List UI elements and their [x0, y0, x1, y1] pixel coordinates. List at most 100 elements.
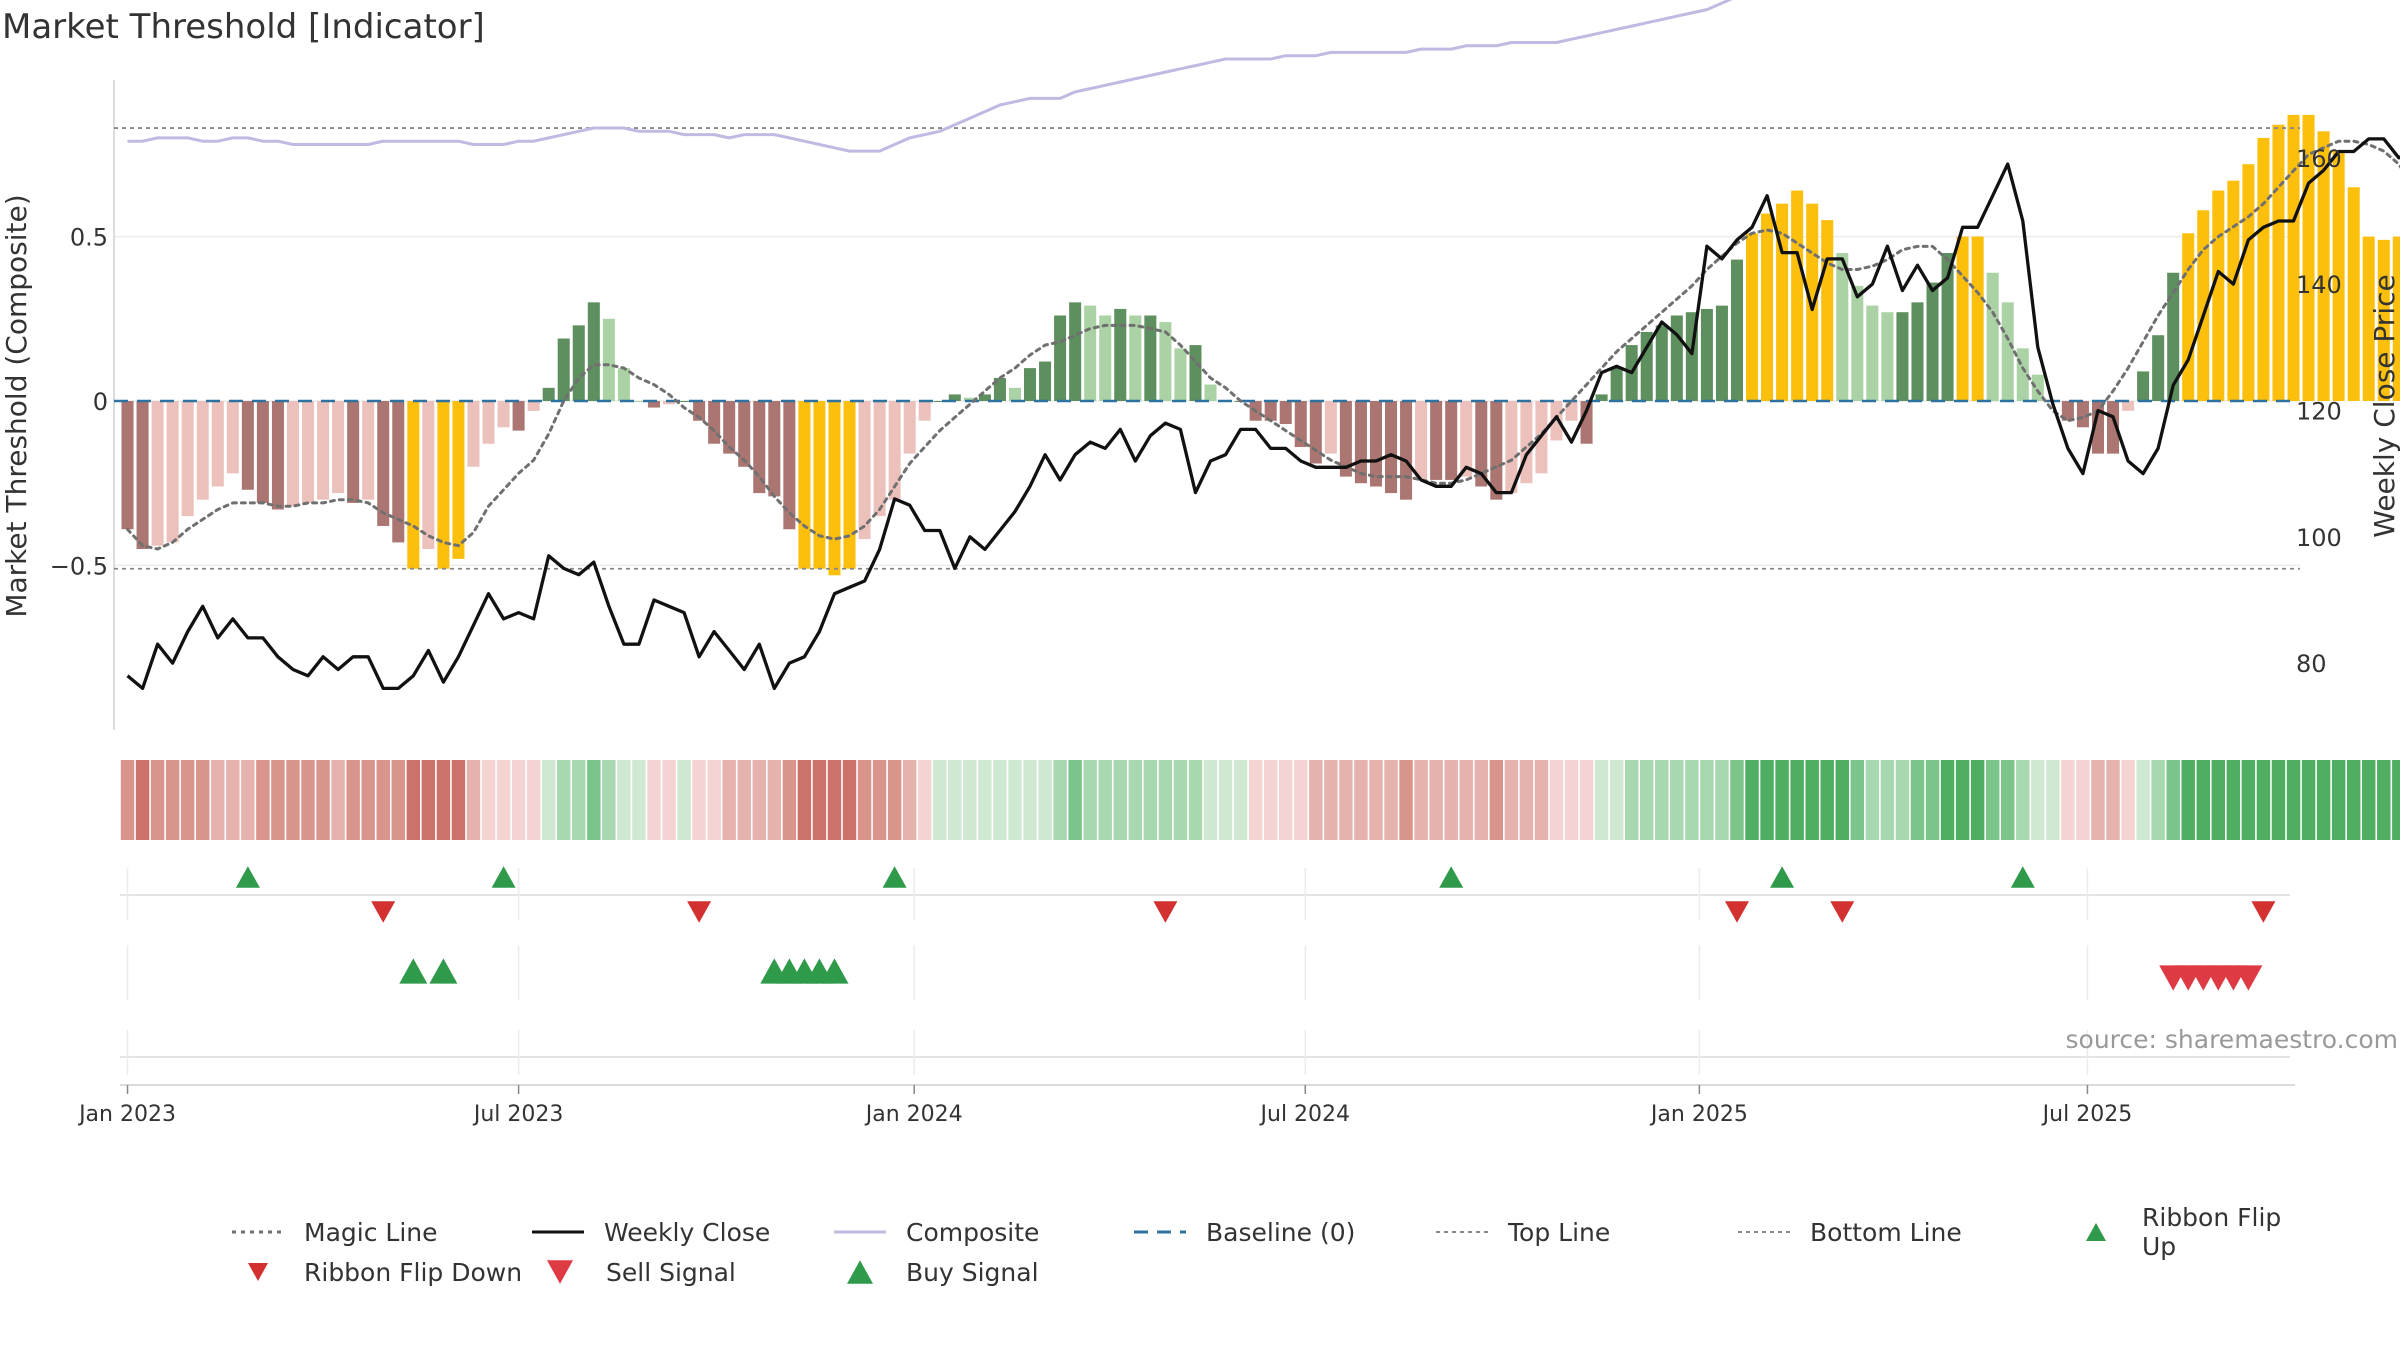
- ribbon-cell: [2076, 760, 2090, 840]
- legend-item: Baseline (0): [1132, 1218, 1434, 1247]
- composite-bar: [377, 401, 390, 526]
- ribbon-cell: [526, 760, 541, 840]
- ribbon-cell: [301, 760, 315, 840]
- composite-bar: [557, 338, 570, 401]
- composite-bar: [1986, 272, 1999, 401]
- composite-bar: [1039, 361, 1052, 401]
- composite-bar: [2061, 401, 2074, 421]
- legend-item: Magic Line: [230, 1218, 530, 1247]
- ribbon-cell: [2106, 760, 2120, 840]
- composite-bar: [2272, 124, 2285, 402]
- composite-bar: [1460, 401, 1473, 477]
- y2-tick-label: 100: [2296, 524, 2342, 552]
- composite-bar: [467, 401, 480, 467]
- composite-bar: [2227, 180, 2240, 401]
- legend-label: Weekly Close: [604, 1217, 771, 1247]
- composite-bar: [2182, 233, 2195, 401]
- sell-signal-marker: [2234, 965, 2263, 991]
- ribbon-cell: [1474, 760, 1488, 840]
- legend-item: Ribbon Flip Down: [230, 1258, 532, 1287]
- composite-bar: [858, 401, 871, 540]
- composite-bar: [2076, 401, 2089, 428]
- ribbon-cell: [2121, 760, 2135, 840]
- composite-bar: [632, 401, 645, 402]
- ribbon-cell: [256, 760, 270, 840]
- ribbon-cell: [2151, 760, 2165, 840]
- ribbon-cell: [2377, 760, 2391, 840]
- y-tick-label: −0.5: [50, 552, 108, 580]
- ribbon-cell: [1865, 760, 1880, 840]
- composite-bar: [903, 401, 916, 454]
- legend-row: Magic Line Weekly Close Composite Baseline …: [230, 1203, 2380, 1261]
- x-tick-label: Jan 2023: [77, 1102, 176, 1127]
- ribbon-cell: [1233, 760, 1248, 840]
- ribbon-cell: [421, 760, 436, 840]
- ribbon-cell: [2181, 760, 2195, 840]
- ribbon-cell: [2031, 760, 2045, 840]
- composite-bar: [497, 401, 510, 428]
- ribbon-cell: [1835, 760, 1849, 840]
- ribbon-cell: [1279, 760, 1293, 840]
- ribbon-flip-up-marker: [491, 866, 516, 888]
- ribbon-cell: [1143, 760, 1158, 840]
- ribbon-cell: [2286, 760, 2301, 840]
- ribbon-flip-down-marker: [1725, 901, 1749, 923]
- x-axis: Jan 2023 Jul 2023 Jan 2024 Jul 2024 Jan 2025…: [77, 1084, 2295, 1127]
- composite-bar: [2257, 137, 2270, 401]
- composite-bar: [542, 387, 555, 401]
- composite-bar: [1279, 401, 1292, 425]
- legend-item: Sell Signal: [532, 1258, 832, 1287]
- legend-swatch: [1738, 1231, 1790, 1233]
- ribbon-cell: [316, 760, 330, 840]
- ribbon-cell: [2392, 760, 2400, 840]
- legend-swatch: [2086, 1223, 2106, 1241]
- ribbon-cell: [286, 760, 300, 840]
- ribbon-cell: [572, 760, 586, 840]
- ribbon-cell: [887, 760, 902, 840]
- composite-bar: [963, 397, 976, 401]
- trend-ribbon: [120, 760, 2400, 840]
- composite-bar: [2242, 164, 2255, 401]
- y2-tick-label: 120: [2296, 397, 2342, 425]
- ribbon-cell: [1640, 760, 1654, 840]
- ribbon-cell: [1504, 760, 1519, 840]
- composite-bar: [572, 325, 585, 401]
- composite-bar: [271, 401, 284, 510]
- legend-label: Ribbon Flip Down: [304, 1257, 523, 1287]
- ribbon-cell: [963, 760, 977, 840]
- ribbon-cell: [1263, 760, 1278, 840]
- composite-bar: [2362, 236, 2375, 401]
- ribbon-cell: [782, 760, 797, 840]
- ribbon-cell: [2061, 760, 2075, 840]
- composite-bar: [1836, 253, 1849, 401]
- composite-bar: [1595, 394, 1608, 401]
- ribbon-cell: [466, 760, 481, 840]
- ribbon-cell: [1218, 760, 1233, 840]
- ribbon-flip-up-marker: [1770, 866, 1795, 888]
- ribbon-cell: [2001, 760, 2015, 840]
- composite-bar: [768, 401, 781, 497]
- ribbon-cell: [1805, 760, 1819, 840]
- composite-bar: [1430, 401, 1443, 480]
- composite-bar: [362, 401, 375, 500]
- composite-bar: [723, 401, 736, 454]
- legend-item: Composite: [832, 1218, 1132, 1247]
- ribbon-cell: [1294, 760, 1308, 840]
- legend-item: Top Line: [1434, 1218, 1736, 1247]
- legend-label: Top Line: [1508, 1217, 1611, 1247]
- composite-bar: [2377, 239, 2390, 401]
- ribbon-cell: [993, 760, 1007, 840]
- legend-item: Bottom Line: [1736, 1218, 2068, 1247]
- composite-bar: [286, 401, 299, 507]
- composite-bar: [1264, 401, 1277, 421]
- composite-bar: [1926, 282, 1939, 401]
- ribbon-cell: [1715, 760, 1729, 840]
- ribbon-cell: [376, 760, 390, 840]
- ribbon-cell: [1038, 760, 1052, 840]
- composite-bar: [392, 401, 405, 543]
- magic-line: [126, 139, 2400, 551]
- ribbon-cell: [1925, 760, 1940, 840]
- buy-signal-marker: [429, 958, 458, 984]
- y-tick-label: 0: [93, 388, 108, 416]
- composite-bar: [1415, 401, 1428, 480]
